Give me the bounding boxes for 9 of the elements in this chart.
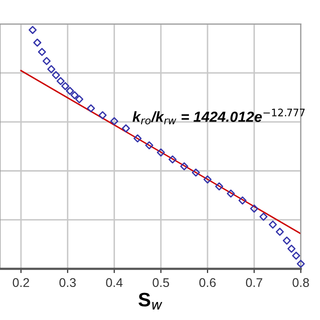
x-tick-label: 0.4 — [106, 278, 123, 288]
x-tick-label: 0.8 — [292, 278, 309, 288]
x-axis-title: S$_{w}$ — [138, 292, 162, 310]
annotation: k$_{ro}$/k$_{rw}$ = 1424.012e$^{−12.777}$ — [132, 108, 305, 124]
x-tick-label: 0.6 — [199, 278, 216, 288]
x-tick-label: 0.7 — [246, 278, 262, 288]
x-tick-label: 0.3 — [59, 278, 76, 288]
x-tick-label: 0.5 — [152, 278, 170, 288]
x-tick-label: 0.2 — [12, 278, 30, 288]
